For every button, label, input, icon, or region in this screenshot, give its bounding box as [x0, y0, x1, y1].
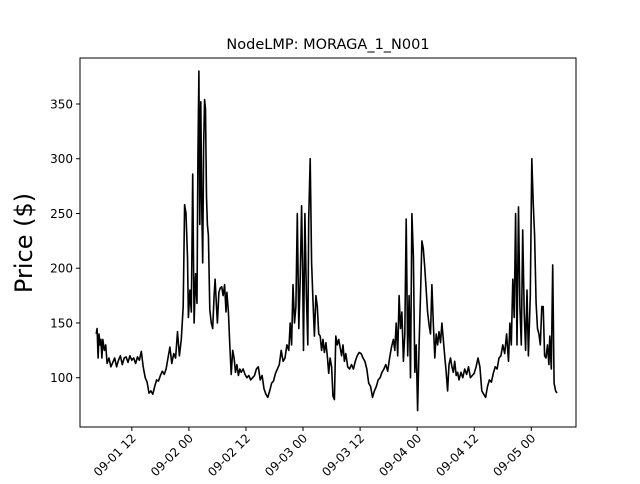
chart-title: NodeLMP: MORAGA_1_N001 [226, 37, 429, 53]
y-tick-label: 100 [50, 371, 73, 385]
series-line-0 [95, 70, 558, 412]
x-tick-label: 09-01 12 [91, 431, 139, 479]
plot-frame [79, 57, 577, 428]
y-axis-label: Price ($) [10, 193, 38, 293]
x-tick-label: 09-03 12 [319, 431, 367, 479]
y-tick-label: 300 [50, 152, 73, 166]
x-tick-label: 09-04 12 [433, 431, 481, 479]
x-axis: 09-01 12 09-02 00 09-02 12 09-03 00 09-03 12… [91, 427, 538, 479]
y-axis: 100 150 200 250 300 350 [50, 97, 80, 385]
x-tick-label: 09-02 00 [148, 431, 196, 479]
x-tick-label: 09-03 00 [262, 431, 310, 479]
x-tick-label: 09-04 00 [376, 431, 424, 479]
y-tick-label: 150 [50, 316, 73, 330]
x-tick-label: 09-02 12 [205, 431, 253, 479]
plot-area [95, 70, 558, 412]
y-tick-label: 250 [50, 207, 73, 221]
y-tick-label: 200 [50, 262, 73, 276]
x-tick-label: 09-05 00 [490, 431, 538, 479]
y-tick-label: 350 [50, 97, 73, 111]
